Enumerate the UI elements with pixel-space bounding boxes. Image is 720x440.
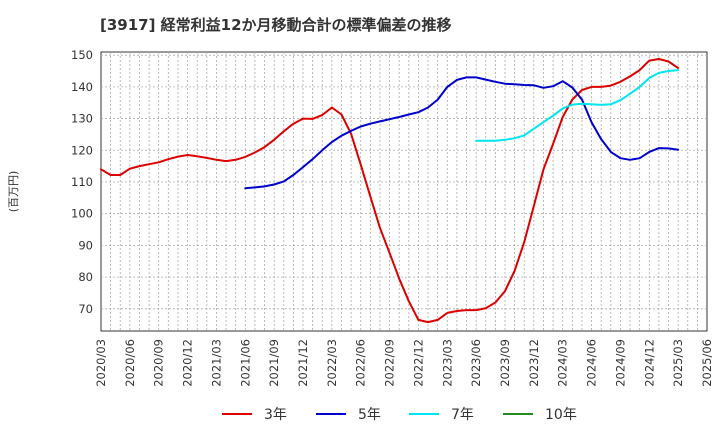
y-tick-label: 150: [71, 48, 93, 62]
x-tick-label: 2021/09: [267, 339, 281, 387]
x-tick-label: 2020/03: [94, 339, 108, 387]
y-axis-label: (百万円): [7, 171, 20, 213]
plot-area: [100, 51, 708, 332]
x-tick-label: 2021/06: [238, 339, 252, 387]
legend-label: 3年: [264, 407, 287, 423]
y-tick-label: 80: [78, 270, 93, 284]
x-tick-label: 2024/12: [642, 339, 656, 387]
x-tick-label: 2023/12: [527, 339, 541, 387]
x-tick-label: 2024/09: [613, 339, 627, 387]
y-tick-label: 70: [78, 302, 93, 316]
x-tick-label: 2020/12: [181, 339, 195, 387]
x-tick-label: 2023/06: [469, 339, 483, 387]
legend-label: 10年: [545, 407, 577, 423]
legend-label: 7年: [451, 407, 474, 423]
chart-title: [3917] 経常利益12か月移動合計の標準偏差の推移: [100, 16, 452, 34]
y-tick-label: 110: [71, 175, 93, 189]
grid: [101, 52, 707, 331]
legend: 3年 5年 7年 10年: [222, 407, 577, 423]
x-tick-label: 2024/06: [585, 339, 599, 387]
x-tick-label: 2025/03: [671, 339, 685, 387]
x-tick-label: 2023/03: [440, 339, 454, 387]
y-tick-label: 120: [71, 143, 93, 157]
x-tick-label: 2020/06: [123, 339, 137, 387]
x-tick-label: 2025/06: [700, 339, 714, 387]
y-tick-label: 130: [71, 112, 93, 126]
x-tick-label: 2023/09: [498, 339, 512, 387]
y-axis: 70 80 90 100 110 120 130 140 150: [71, 48, 93, 316]
x-tick-label: 2022/03: [325, 339, 339, 387]
series-line-1: [244, 76, 680, 190]
x-axis: 2020/03 2020/06 2020/09 2020/12 2021/03 2021/…: [94, 339, 714, 387]
x-tick-label: 2024/03: [556, 339, 570, 387]
x-tick-label: 2021/03: [209, 339, 223, 387]
x-tick-label: 2022/06: [354, 339, 368, 387]
series-line-2: [475, 69, 680, 142]
x-tick-label: 2022/12: [411, 339, 425, 387]
x-tick-label: 2020/09: [152, 339, 166, 387]
y-tick-label: 100: [71, 207, 93, 221]
y-tick-label: 90: [78, 238, 93, 252]
x-tick-label: 2021/12: [296, 339, 310, 387]
legend-label: 5年: [358, 407, 381, 423]
series-line-0: [100, 58, 680, 324]
series-lines: [100, 58, 680, 324]
y-tick-label: 140: [71, 80, 93, 94]
x-tick-label: 2022/09: [383, 339, 397, 387]
